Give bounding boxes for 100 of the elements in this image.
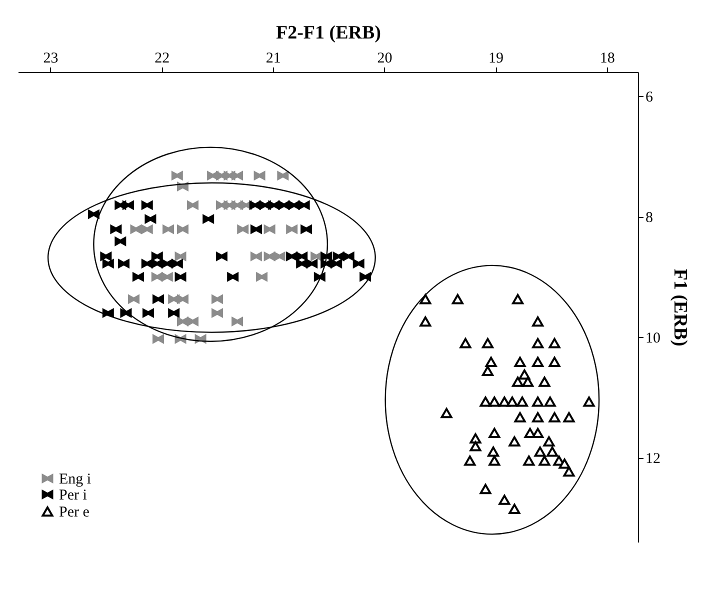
point <box>538 376 550 387</box>
point <box>268 200 280 210</box>
point <box>523 456 535 466</box>
point <box>558 458 570 469</box>
point <box>141 224 153 234</box>
point <box>330 259 342 268</box>
point <box>546 446 558 457</box>
point <box>254 171 266 180</box>
point <box>563 466 575 477</box>
point <box>440 408 452 418</box>
point <box>122 200 134 210</box>
point <box>152 294 164 304</box>
point <box>508 504 520 514</box>
point <box>518 369 530 380</box>
y-tick-label: 6 <box>646 90 654 106</box>
point <box>176 294 188 304</box>
point <box>488 428 500 438</box>
point <box>151 252 163 261</box>
point <box>583 396 595 407</box>
point <box>256 272 268 282</box>
point <box>274 252 286 261</box>
point <box>102 308 114 318</box>
point <box>202 214 214 224</box>
point <box>480 484 492 494</box>
point <box>142 308 154 318</box>
point <box>264 252 276 261</box>
point <box>187 200 198 210</box>
point <box>516 396 528 407</box>
point <box>237 224 249 234</box>
point <box>360 272 372 282</box>
point <box>277 171 289 180</box>
point <box>298 200 310 210</box>
point <box>141 200 153 210</box>
y-axis-title: F1 (ERB) <box>670 268 690 346</box>
point <box>532 356 544 367</box>
point <box>102 259 114 268</box>
x-tick-label: 23 <box>43 50 58 66</box>
point <box>532 412 544 422</box>
point <box>532 338 544 348</box>
point <box>352 259 364 268</box>
point <box>264 224 276 234</box>
point <box>306 259 318 268</box>
point <box>420 294 432 304</box>
point <box>288 200 300 210</box>
x-tick-label: 22 <box>154 50 170 66</box>
point <box>100 252 112 261</box>
point <box>216 252 228 261</box>
point <box>130 224 142 234</box>
point <box>174 272 186 282</box>
legend-label: Per i <box>59 488 87 504</box>
point <box>464 456 476 466</box>
point <box>171 171 183 180</box>
x-tick-label: 21 <box>266 50 281 66</box>
point <box>151 259 163 268</box>
point <box>174 252 186 261</box>
point <box>232 171 244 180</box>
point <box>543 436 555 446</box>
point <box>296 252 308 261</box>
point <box>286 252 298 261</box>
point <box>498 494 510 505</box>
point <box>118 259 130 268</box>
point <box>532 396 544 407</box>
point <box>534 446 546 457</box>
x-tick-label: 18 <box>600 50 615 66</box>
point <box>176 224 188 234</box>
point <box>460 338 472 348</box>
x-axis-title: F2-F1 (ERB) <box>276 22 382 44</box>
point <box>320 252 332 261</box>
point <box>141 259 153 268</box>
point <box>506 396 518 407</box>
point <box>187 317 198 326</box>
point <box>514 412 526 422</box>
point <box>512 376 524 387</box>
point <box>161 272 173 282</box>
point <box>563 412 575 422</box>
y-tick-label: 10 <box>646 330 660 347</box>
point <box>114 237 126 246</box>
point <box>488 396 500 407</box>
point <box>286 224 298 234</box>
point <box>227 272 239 282</box>
point <box>250 224 262 234</box>
y-tick-label: 8 <box>646 210 653 226</box>
point <box>168 308 180 318</box>
point <box>548 356 560 367</box>
point <box>470 441 482 452</box>
point <box>452 294 464 304</box>
point <box>171 259 183 268</box>
point <box>161 259 173 268</box>
point <box>151 272 163 282</box>
point <box>120 308 132 318</box>
point <box>482 366 494 376</box>
point <box>544 396 556 407</box>
point <box>508 436 520 446</box>
point <box>532 316 544 327</box>
point <box>249 200 261 210</box>
point <box>300 224 312 234</box>
point <box>512 294 524 304</box>
y-tick-label: 12 <box>646 451 660 468</box>
point <box>470 433 482 444</box>
point <box>296 259 308 268</box>
